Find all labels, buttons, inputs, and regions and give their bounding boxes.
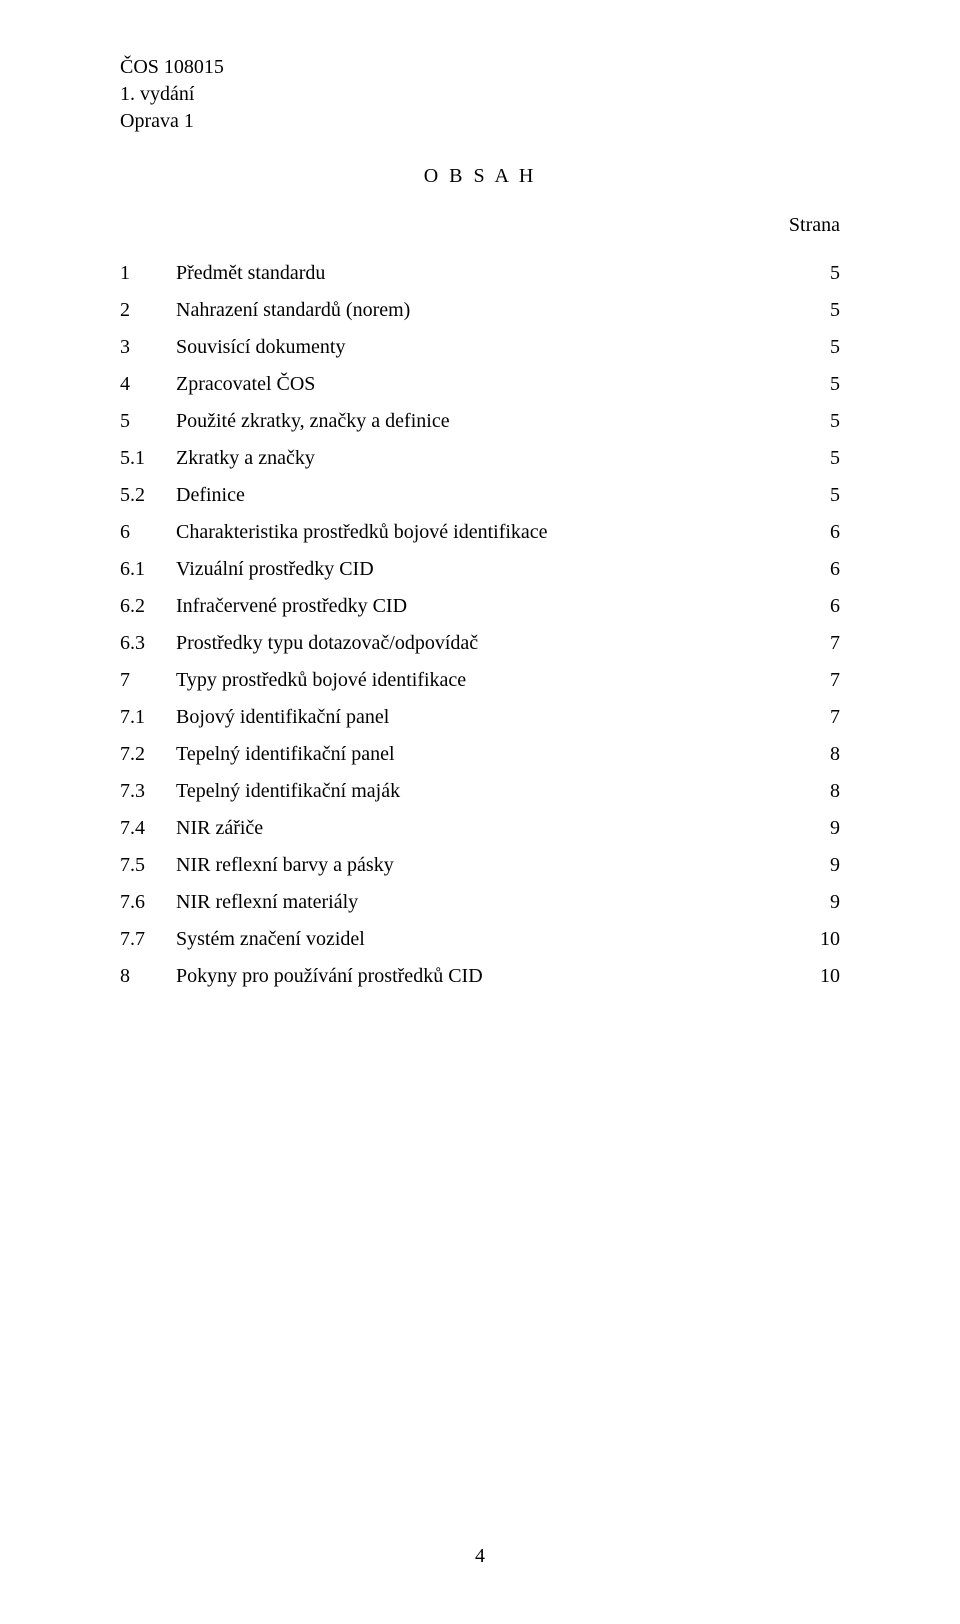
toc-entry-label: Prostředky typu dotazovač/odpovídač: [176, 625, 800, 662]
header-line-2: 1. vydání: [120, 81, 840, 108]
toc-entry-label: Nahrazení standardů (norem): [176, 292, 800, 329]
table-of-contents: 1 Předmět standardu 5 2 Nahrazení standa…: [120, 255, 840, 995]
toc-entry-number: 3: [120, 329, 176, 366]
toc-row: 3 Souvisící dokumenty 5: [120, 329, 840, 366]
toc-entry-page: 5: [800, 292, 840, 329]
toc-entry-number: 7.3: [120, 773, 176, 810]
header-line-3: Oprava 1: [120, 108, 840, 135]
toc-entry-number: 6.2: [120, 588, 176, 625]
header-line-1: ČOS 108015: [120, 54, 840, 81]
toc-entry-number: 5: [120, 403, 176, 440]
toc-entry-label: Zkratky a značky: [176, 440, 800, 477]
toc-entry-page: 7: [800, 625, 840, 662]
toc-entry-page: 6: [800, 514, 840, 551]
toc-entry-number: 7.1: [120, 699, 176, 736]
toc-row: 6.1 Vizuální prostředky CID 6: [120, 551, 840, 588]
toc-entry-label: Bojový identifikační panel: [176, 699, 800, 736]
toc-entry-page: 5: [800, 255, 840, 292]
toc-entry-number: 7: [120, 662, 176, 699]
toc-entry-label: Charakteristika prostředků bojové identi…: [176, 514, 800, 551]
toc-entry-label: Předmět standardu: [176, 255, 800, 292]
toc-entry-number: 6: [120, 514, 176, 551]
toc-entry-page: 10: [800, 958, 840, 995]
toc-row: 4 Zpracovatel ČOS 5: [120, 366, 840, 403]
toc-entry-number: 6.1: [120, 551, 176, 588]
toc-entry-number: 7.6: [120, 884, 176, 921]
toc-title: O B S A H: [120, 165, 840, 188]
document-header: ČOS 108015 1. vydání Oprava 1: [120, 54, 840, 135]
toc-row: 5.2 Definice 5: [120, 477, 840, 514]
toc-entry-label: Vizuální prostředky CID: [176, 551, 800, 588]
toc-entry-number: 7.5: [120, 847, 176, 884]
toc-entry-label: Tepelný identifikační maják: [176, 773, 800, 810]
toc-row: 6.3 Prostředky typu dotazovač/odpovídač …: [120, 625, 840, 662]
toc-entry-number: 5.1: [120, 440, 176, 477]
toc-entry-number: 2: [120, 292, 176, 329]
toc-entry-page: 5: [800, 477, 840, 514]
toc-row: 7.2 Tepelný identifikační panel 8: [120, 736, 840, 773]
toc-entry-number: 4: [120, 366, 176, 403]
toc-entry-label: NIR reflexní barvy a pásky: [176, 847, 800, 884]
toc-row: 7.1 Bojový identifikační panel 7: [120, 699, 840, 736]
toc-row: 8 Pokyny pro používání prostředků CID 10: [120, 958, 840, 995]
toc-entry-page: 9: [800, 847, 840, 884]
toc-entry-label: Souvisící dokumenty: [176, 329, 800, 366]
toc-row: 7.7 Systém značení vozidel 10: [120, 921, 840, 958]
toc-entry-label: Tepelný identifikační panel: [176, 736, 800, 773]
toc-row: 5 Použité zkratky, značky a definice 5: [120, 403, 840, 440]
toc-entry-number: 1: [120, 255, 176, 292]
toc-entry-label: Systém značení vozidel: [176, 921, 800, 958]
toc-entry-number: 5.2: [120, 477, 176, 514]
toc-entry-label: NIR reflexní materiály: [176, 884, 800, 921]
page-column-header: Strana: [120, 214, 840, 237]
toc-entry-label: Použité zkratky, značky a definice: [176, 403, 800, 440]
toc-row: 7.3 Tepelný identifikační maják 8: [120, 773, 840, 810]
toc-entry-label: Typy prostředků bojové identifikace: [176, 662, 800, 699]
toc-entry-page: 5: [800, 403, 840, 440]
toc-entry-number: 7.2: [120, 736, 176, 773]
toc-entry-page: 6: [800, 588, 840, 625]
toc-entry-page: 5: [800, 329, 840, 366]
toc-row: 7.6 NIR reflexní materiály 9: [120, 884, 840, 921]
toc-entry-page: 8: [800, 773, 840, 810]
toc-row: 7.4 NIR zářiče 9: [120, 810, 840, 847]
toc-entry-page: 5: [800, 440, 840, 477]
toc-entry-page: 9: [800, 884, 840, 921]
toc-entry-number: 7.4: [120, 810, 176, 847]
toc-row: 7.5 NIR reflexní barvy a pásky 9: [120, 847, 840, 884]
document-page: ČOS 108015 1. vydání Oprava 1 O B S A H …: [0, 0, 960, 1624]
toc-row: 5.1 Zkratky a značky 5: [120, 440, 840, 477]
toc-entry-label: NIR zářiče: [176, 810, 800, 847]
toc-entry-label: Zpracovatel ČOS: [176, 366, 800, 403]
toc-entry-page: 9: [800, 810, 840, 847]
toc-entry-page: 6: [800, 551, 840, 588]
toc-entry-page: 5: [800, 366, 840, 403]
toc-entry-page: 7: [800, 699, 840, 736]
toc-entry-page: 7: [800, 662, 840, 699]
toc-entry-number: 6.3: [120, 625, 176, 662]
toc-row: 2 Nahrazení standardů (norem) 5: [120, 292, 840, 329]
page-number: 4: [0, 1545, 960, 1568]
toc-entry-number: 7.7: [120, 921, 176, 958]
toc-entry-label: Pokyny pro používání prostředků CID: [176, 958, 800, 995]
toc-entry-label: Definice: [176, 477, 800, 514]
toc-row: 6 Charakteristika prostředků bojové iden…: [120, 514, 840, 551]
toc-entry-page: 10: [800, 921, 840, 958]
toc-row: 1 Předmět standardu 5: [120, 255, 840, 292]
toc-row: 6.2 Infračervené prostředky CID 6: [120, 588, 840, 625]
toc-entry-page: 8: [800, 736, 840, 773]
toc-row: 7 Typy prostředků bojové identifikace 7: [120, 662, 840, 699]
toc-entry-label: Infračervené prostředky CID: [176, 588, 800, 625]
toc-entry-number: 8: [120, 958, 176, 995]
